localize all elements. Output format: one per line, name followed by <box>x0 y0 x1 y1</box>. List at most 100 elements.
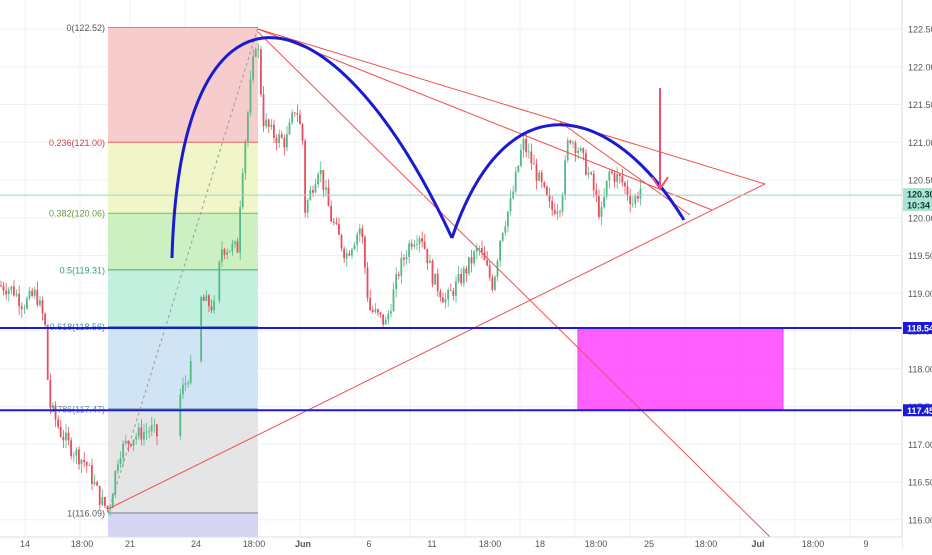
candle-body <box>457 273 460 282</box>
candle-body <box>148 431 150 433</box>
candle-body <box>343 248 345 259</box>
price-tick-label: 122.00 <box>908 62 932 72</box>
candle-body <box>10 286 13 290</box>
candle-body <box>392 289 395 312</box>
candle-body <box>634 196 637 204</box>
candle-body <box>83 459 85 463</box>
trendline-descending <box>257 31 771 538</box>
candle-body <box>270 124 273 127</box>
candle-body <box>439 291 442 298</box>
candle-body <box>78 449 80 465</box>
trendline-mid <box>257 28 713 211</box>
candle-body <box>153 424 156 426</box>
trendline-handle <box>559 121 691 216</box>
candle-body <box>348 253 351 256</box>
candle-body <box>517 165 520 172</box>
candle-body <box>39 300 41 305</box>
candle-body <box>205 295 208 301</box>
price-badge <box>903 404 932 417</box>
candle-body <box>585 153 587 175</box>
candle-body <box>639 188 642 199</box>
candle-body <box>611 171 613 174</box>
candle-body <box>572 142 574 144</box>
candle-body <box>57 419 59 427</box>
candle-body <box>44 313 46 325</box>
candle-body <box>429 260 431 264</box>
price-axis[interactable]: 122.50 122.00 121.50 121.00 120.50 120.00 119.… <box>901 0 932 550</box>
candle-body <box>182 384 184 395</box>
arrow-head <box>651 176 669 191</box>
fib-level-label: 0(122.52) <box>66 23 105 33</box>
price-axis-bg <box>902 0 932 550</box>
target-zone[interactable] <box>577 327 784 411</box>
candle-body <box>353 244 356 250</box>
candle-body <box>231 243 234 251</box>
candle-body <box>96 482 98 486</box>
candle-body <box>520 150 522 166</box>
candle-body <box>403 257 405 260</box>
price-badge <box>903 199 932 212</box>
candle-body <box>23 308 26 310</box>
trendline-upper <box>257 28 766 185</box>
candle-body <box>553 209 556 215</box>
candle-body <box>106 505 109 510</box>
candle-body <box>387 313 390 320</box>
candle-body <box>486 259 488 266</box>
candle-body <box>618 174 621 177</box>
candle-body <box>491 277 494 290</box>
candle-body <box>67 432 70 441</box>
candle-body <box>122 443 124 459</box>
candle-body <box>31 290 33 296</box>
candle-body <box>145 431 148 433</box>
candle-body <box>101 497 104 505</box>
candle-body <box>395 274 397 290</box>
candle-body <box>241 173 244 208</box>
candle-body <box>410 243 413 247</box>
candle-body <box>2 285 5 291</box>
candle-body <box>449 290 452 291</box>
price-tick-label: 122.50 <box>908 25 932 35</box>
trendlines[interactable] <box>107 28 771 538</box>
candle-body <box>273 124 275 139</box>
candle-body <box>202 297 205 301</box>
candle-body <box>65 432 67 441</box>
candle-body <box>444 299 447 303</box>
time-tick-label: 6 <box>366 539 371 549</box>
candle-body <box>91 465 93 484</box>
horizontal-levels[interactable] <box>0 194 902 412</box>
time-tick-label: 18:00 <box>479 539 502 549</box>
candle-body <box>143 432 145 440</box>
fibonacci-retracement[interactable]: 0(122.52) 0.236(121.00) 0.382(120.06) 0.5(1… <box>49 23 259 537</box>
candle-body <box>488 265 491 278</box>
price-tick-label: 121.50 <box>908 100 932 110</box>
candle-body <box>600 207 603 217</box>
candle-body <box>405 256 408 260</box>
candle-body <box>564 160 566 196</box>
candle-body <box>569 140 572 144</box>
candle-body <box>267 119 270 127</box>
time-tick-label: 18:00 <box>243 539 266 549</box>
down-arrow[interactable] <box>651 88 669 191</box>
candle-body <box>49 379 52 408</box>
grid <box>0 0 902 537</box>
candle-body <box>252 56 254 80</box>
candle-body <box>507 211 509 227</box>
candle-body <box>421 238 423 242</box>
candle-body <box>36 289 39 305</box>
fib-level-label: 0.236(121.00) <box>49 138 105 148</box>
candle-body <box>468 257 470 274</box>
candle-body <box>501 232 504 241</box>
candle-body <box>247 112 249 142</box>
candle-body <box>210 306 213 311</box>
candle-body <box>0 285 2 287</box>
candle-body <box>254 49 257 57</box>
candle-body <box>613 173 616 182</box>
candle-body <box>535 164 538 181</box>
time-axis[interactable]: 14 18:00 21 24 18:00 Jun 6 11 18:00 18 18:00 25 18:0… <box>0 536 902 550</box>
fib-level-label: 0.618(118.56) <box>50 322 105 332</box>
candle-body <box>522 138 525 151</box>
candle-body <box>208 295 210 307</box>
candle-body <box>481 248 483 252</box>
